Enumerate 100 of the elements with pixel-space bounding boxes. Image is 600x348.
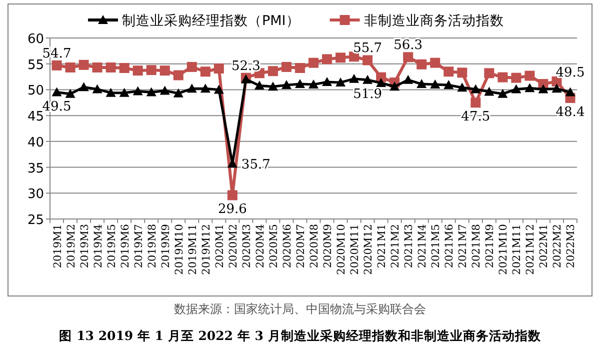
x-tick-label: 2021M4 bbox=[416, 224, 429, 268]
x-tick-label: 2021M8 bbox=[470, 224, 483, 268]
point bbox=[470, 84, 481, 94]
point bbox=[362, 74, 373, 84]
point bbox=[416, 79, 427, 88]
x-tick-label: 2022M2 bbox=[552, 224, 564, 268]
x-tick-label: 2020M6 bbox=[281, 224, 294, 268]
point bbox=[52, 60, 62, 70]
x-tick-label: 2021M2 bbox=[390, 224, 402, 268]
point bbox=[132, 86, 143, 96]
x-tick-label: 2021M7 bbox=[457, 224, 470, 268]
point bbox=[106, 62, 116, 72]
x-tick-label: 2019M11 bbox=[186, 224, 199, 275]
point bbox=[430, 80, 440, 89]
y-tick-label: 25 bbox=[27, 213, 44, 228]
point bbox=[376, 78, 386, 87]
point bbox=[227, 190, 238, 200]
point bbox=[498, 88, 508, 98]
x-tick-label: 2020M12 bbox=[362, 224, 375, 275]
point bbox=[511, 72, 522, 83]
x-tick-label: 2019M4 bbox=[92, 224, 104, 268]
x-tick-label: 2019M1 bbox=[52, 224, 64, 268]
point bbox=[160, 66, 170, 76]
x-tick-label: 2020M9 bbox=[322, 224, 334, 268]
point bbox=[470, 98, 481, 108]
point bbox=[484, 86, 494, 96]
x-tick-label: 2019M10 bbox=[173, 224, 186, 275]
point bbox=[281, 62, 292, 72]
point bbox=[268, 82, 278, 91]
point bbox=[498, 72, 508, 82]
x-tick-label: 2021M3 bbox=[403, 224, 416, 268]
point bbox=[281, 80, 292, 90]
y-tick-label: 40 bbox=[27, 135, 44, 150]
point bbox=[65, 88, 76, 98]
x-tick-label: 2019M9 bbox=[160, 224, 172, 268]
point bbox=[92, 84, 102, 94]
data-label: 49.5 bbox=[556, 65, 585, 80]
point bbox=[254, 80, 264, 90]
point bbox=[524, 83, 535, 92]
point bbox=[336, 77, 346, 86]
point bbox=[186, 84, 197, 93]
x-tick-label: 2020M4 bbox=[254, 224, 266, 268]
x-tick-label: 2020M5 bbox=[268, 224, 280, 268]
point bbox=[119, 88, 130, 97]
y-tick-label: 35 bbox=[27, 161, 44, 176]
data-label: 29.6 bbox=[218, 202, 247, 218]
point bbox=[390, 82, 400, 91]
x-tick-label: 2021M10 bbox=[498, 224, 510, 275]
y-tick-label: 45 bbox=[27, 110, 44, 125]
point bbox=[308, 58, 318, 68]
x-tick-label: 2021M5 bbox=[430, 224, 442, 268]
point bbox=[78, 60, 89, 70]
point bbox=[308, 80, 318, 89]
point bbox=[457, 82, 468, 92]
data-label: 55.7 bbox=[353, 41, 382, 56]
legend-label: 制造业采购经理指数（PMI） bbox=[122, 13, 300, 29]
y-tick-label: 60 bbox=[27, 32, 44, 47]
point bbox=[444, 66, 454, 77]
point bbox=[132, 66, 143, 76]
point bbox=[524, 70, 535, 81]
point bbox=[146, 87, 156, 96]
point bbox=[362, 55, 373, 66]
x-tick-label: 2021M11 bbox=[511, 224, 524, 275]
point bbox=[146, 65, 156, 76]
legend-label: 非制造业商务活动指数 bbox=[364, 13, 504, 29]
point bbox=[457, 68, 468, 78]
x-tick-label: 2019M6 bbox=[119, 224, 132, 268]
point bbox=[119, 62, 130, 73]
data-label: 54.7 bbox=[42, 46, 72, 62]
point bbox=[173, 88, 184, 98]
point bbox=[322, 54, 332, 64]
point bbox=[444, 80, 454, 90]
x-tick-label: 2020M3 bbox=[240, 224, 253, 268]
point bbox=[200, 66, 210, 77]
x-tick-label: 2019M5 bbox=[106, 224, 118, 268]
x-tick-label: 2021M9 bbox=[484, 224, 496, 268]
point bbox=[336, 52, 346, 63]
point bbox=[294, 62, 305, 73]
point bbox=[214, 64, 224, 74]
point bbox=[538, 84, 548, 94]
point bbox=[511, 84, 522, 94]
point bbox=[416, 59, 427, 70]
point bbox=[430, 58, 440, 68]
data-label: 52.3 bbox=[231, 58, 260, 74]
data-label: 48.4 bbox=[556, 104, 585, 120]
x-tick-label: 2019M8 bbox=[146, 224, 158, 268]
point bbox=[349, 74, 360, 83]
point bbox=[552, 84, 562, 93]
x-tick-label: 2019M2 bbox=[65, 224, 78, 268]
x-tick-label: 2021M12 bbox=[524, 224, 537, 275]
data-label: 56.3 bbox=[394, 38, 423, 54]
x-tick-label: 2020M11 bbox=[349, 224, 362, 275]
point bbox=[200, 84, 210, 93]
point bbox=[565, 87, 576, 96]
x-tick-label: 2019M12 bbox=[200, 224, 212, 275]
point bbox=[160, 86, 170, 95]
x-tick-label: 2021M1 bbox=[376, 224, 388, 268]
point bbox=[403, 52, 414, 62]
x-tick-label: 2020M2 bbox=[227, 224, 240, 268]
data-label: 47.5 bbox=[461, 110, 490, 125]
